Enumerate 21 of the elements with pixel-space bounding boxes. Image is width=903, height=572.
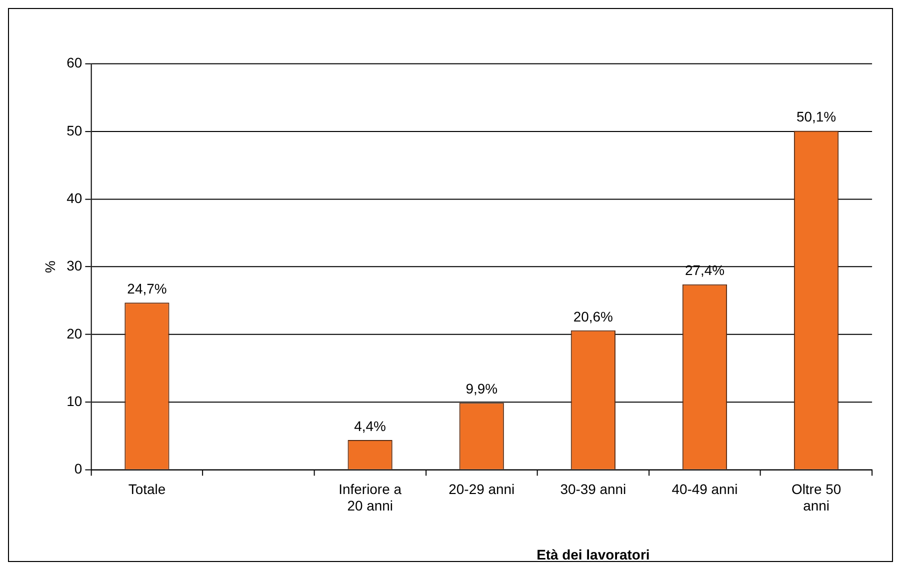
x-tick-label: 40-49 anni — [672, 480, 738, 497]
data-label: 27,4% — [684, 262, 724, 278]
data-label: 20,6% — [573, 308, 613, 324]
x-tick-label: Oltre 50 anni — [791, 480, 842, 514]
x-axis-title: Età dei lavoratori — [536, 546, 650, 562]
y-tick-label: 50 — [66, 122, 82, 138]
x-tick-label: 20-29 anni — [448, 480, 515, 497]
y-tick-label: 30 — [66, 258, 82, 274]
y-tick-label: 20 — [66, 325, 82, 342]
x-tick-label: Inferiore a 20 anni — [338, 480, 402, 514]
y-tick-label: 40 — [66, 190, 82, 206]
y-tick-label: 60 — [66, 54, 82, 71]
x-tick-label: Totale — [128, 480, 166, 497]
y-tick-label: 0 — [74, 460, 82, 477]
data-label: 9,9% — [466, 380, 498, 397]
data-label: 24,7% — [127, 280, 167, 297]
y-tick-label: 10 — [66, 392, 82, 409]
y-axis-title: % — [42, 260, 58, 273]
data-label: 50,1% — [796, 108, 836, 125]
data-label: 4,4% — [354, 418, 386, 434]
x-tick-label: 30-39 anni — [560, 480, 626, 497]
